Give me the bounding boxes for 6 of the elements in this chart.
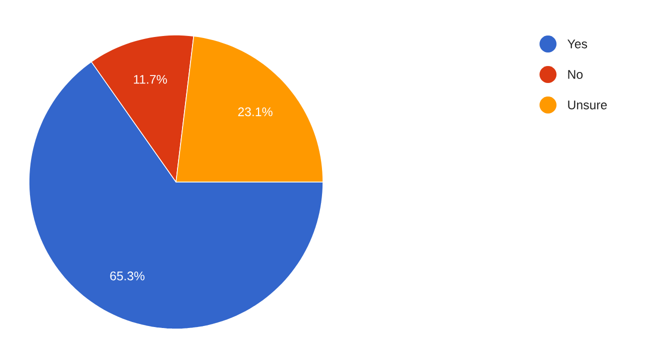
legend-label: Yes	[567, 40, 588, 48]
data-label: 65.3%	[110, 272, 144, 280]
data-label: 23.1%	[238, 107, 272, 116]
data-label: 11.7%	[134, 75, 167, 84]
legend-label: Unsure	[568, 100, 607, 110]
legend-label: No	[568, 70, 583, 79]
